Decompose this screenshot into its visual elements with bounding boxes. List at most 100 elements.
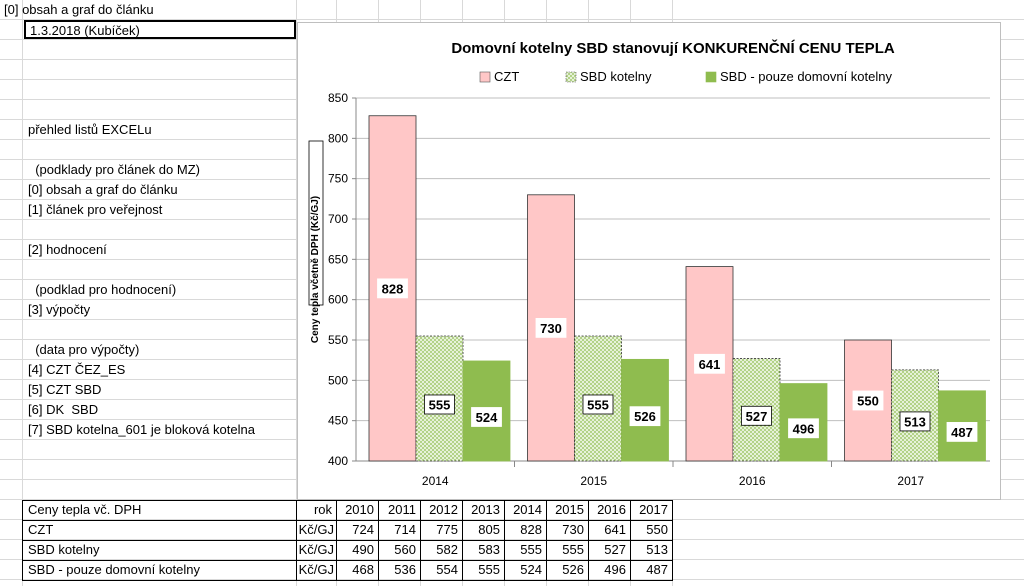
- table-cell[interactable]: 775: [436, 522, 458, 537]
- table-row-label[interactable]: SBD kotelny: [28, 542, 100, 557]
- data-label-box: [471, 407, 502, 427]
- date-cell-text: 1.3.2018 (Kubíček): [30, 23, 140, 38]
- table-border: [672, 500, 673, 580]
- x-tick-label: 2014: [422, 474, 449, 488]
- table-year-header[interactable]: 2010: [345, 502, 374, 517]
- table-cell[interactable]: 555: [562, 542, 584, 557]
- legend-swatch: [565, 71, 577, 83]
- selected-cell[interactable]: 1.3.2018 (Kubíček): [24, 20, 296, 39]
- y-tick-label: 650: [328, 252, 348, 266]
- table-cell[interactable]: 554: [436, 562, 458, 577]
- table-cell[interactable]: 582: [436, 542, 458, 557]
- table-cell[interactable]: 496: [604, 562, 626, 577]
- data-label: 524: [476, 410, 498, 425]
- sheet-list-item[interactable]: [7] SBD kotelna_601 je bloková kotelna: [28, 422, 255, 437]
- table-row-label[interactable]: SBD - pouze domovní kotelny: [28, 562, 200, 577]
- table-border: [588, 500, 589, 580]
- sheet-list-item[interactable]: (podklady pro článek do MZ): [28, 162, 200, 177]
- table-row-label[interactable]: CZT: [28, 522, 54, 537]
- table-cell[interactable]: 714: [394, 522, 416, 537]
- data-label: 641: [699, 357, 721, 372]
- table-year-header[interactable]: 2016: [597, 502, 626, 517]
- table-cell[interactable]: 536: [394, 562, 416, 577]
- sheet-list-item[interactable]: [3] výpočty: [28, 302, 91, 317]
- table-cell[interactable]: 730: [562, 522, 584, 537]
- table-year-header[interactable]: 2015: [555, 502, 584, 517]
- table-row-unit[interactable]: Kč/GJ: [298, 522, 334, 537]
- table-border: [22, 500, 23, 580]
- table-year-header[interactable]: 2013: [471, 502, 500, 517]
- table-cell[interactable]: 724: [352, 522, 374, 537]
- table-border: [420, 500, 421, 580]
- y-tick-label: 800: [328, 131, 348, 145]
- table-cell[interactable]: 487: [646, 562, 668, 577]
- table-year-header[interactable]: 2012: [429, 502, 458, 517]
- y-tick-label: 850: [328, 91, 348, 105]
- sheet-list-item[interactable]: (data pro výpočty): [28, 342, 140, 357]
- table-cell[interactable]: 526: [562, 562, 584, 577]
- table-cell[interactable]: 555: [520, 542, 542, 557]
- table-unit-header[interactable]: rok: [313, 502, 332, 517]
- table-cell[interactable]: 468: [352, 562, 374, 577]
- table-row-unit[interactable]: Kč/GJ: [298, 542, 334, 557]
- data-label: 487: [951, 425, 973, 440]
- table-cell[interactable]: 524: [520, 562, 542, 577]
- data-label-box: [424, 394, 455, 415]
- sheet-list-item[interactable]: [5] CZT SBD: [28, 382, 102, 397]
- table-border: [22, 520, 673, 521]
- sheet-list-item[interactable]: [1] článek pro veřejnost: [28, 202, 163, 217]
- y-axis-label-box: [308, 140, 324, 306]
- sheet-list-item[interactable]: [6] DK SBD: [28, 402, 99, 417]
- table-cell[interactable]: 513: [646, 542, 668, 557]
- sheet-list-item[interactable]: [0] obsah a graf do článku: [28, 182, 178, 197]
- data-label-box: [582, 394, 614, 415]
- legend-swatch: [479, 71, 491, 83]
- table-border: [462, 500, 463, 580]
- table-border: [336, 500, 337, 580]
- table-cell[interactable]: 560: [394, 542, 416, 557]
- table-border: [378, 500, 379, 580]
- data-label-box: [629, 406, 661, 427]
- data-label: 496: [793, 421, 815, 436]
- table-cell[interactable]: 828: [520, 522, 542, 537]
- data-label: 555: [429, 397, 451, 412]
- data-label: 526: [634, 409, 656, 424]
- data-label-box: [852, 390, 884, 411]
- table-border: [22, 560, 673, 561]
- table-border: [504, 500, 505, 580]
- table-cell[interactable]: 527: [604, 542, 626, 557]
- table-border: [22, 580, 673, 581]
- y-tick-label: 550: [328, 333, 348, 347]
- sheet-list-item[interactable]: (podklad pro hodnocení): [28, 282, 177, 297]
- table-cell[interactable]: 583: [478, 542, 500, 557]
- sheet-list-item[interactable]: [4] CZT ČEZ_ES: [28, 362, 126, 377]
- sheet-list-item[interactable]: [2] hodnocení: [28, 242, 107, 257]
- cell-a1[interactable]: [0] obsah a graf do článku: [4, 2, 154, 17]
- y-tick-label: 700: [328, 212, 348, 226]
- chart-object[interactable]: Domovní kotelny SBD stanovují KONKURENČN…: [297, 22, 1001, 500]
- legend-label: CZT: [494, 69, 519, 84]
- table-year-header[interactable]: 2014: [513, 502, 542, 517]
- table-row-unit[interactable]: Kč/GJ: [298, 562, 334, 577]
- table-cell[interactable]: 555: [478, 562, 500, 577]
- table-cell[interactable]: 641: [604, 522, 626, 537]
- y-tick-label: 400: [328, 454, 348, 468]
- legend-label: SBD kotelny: [580, 69, 652, 84]
- column-line: [22, 0, 23, 586]
- chart-title: Domovní kotelny SBD stanovují KONKURENČN…: [451, 39, 895, 57]
- table-header-label[interactable]: Ceny tepla vč. DPH: [28, 502, 142, 517]
- y-tick-label: 600: [328, 293, 348, 307]
- data-label: 730: [540, 321, 562, 336]
- overview-title[interactable]: přehled listů EXCELu: [28, 122, 152, 137]
- table-border: [546, 500, 547, 580]
- table-year-header[interactable]: 2011: [388, 502, 416, 517]
- table-border: [296, 500, 297, 580]
- data-label-box: [946, 422, 978, 442]
- table-year-header[interactable]: 2017: [639, 502, 668, 517]
- table-cell[interactable]: 550: [646, 522, 668, 537]
- y-tick-label: 450: [328, 414, 348, 428]
- table-cell[interactable]: 805: [478, 522, 500, 537]
- legend-swatch: [705, 71, 717, 83]
- table-cell[interactable]: 490: [352, 542, 374, 557]
- y-tick-label: 500: [328, 373, 348, 387]
